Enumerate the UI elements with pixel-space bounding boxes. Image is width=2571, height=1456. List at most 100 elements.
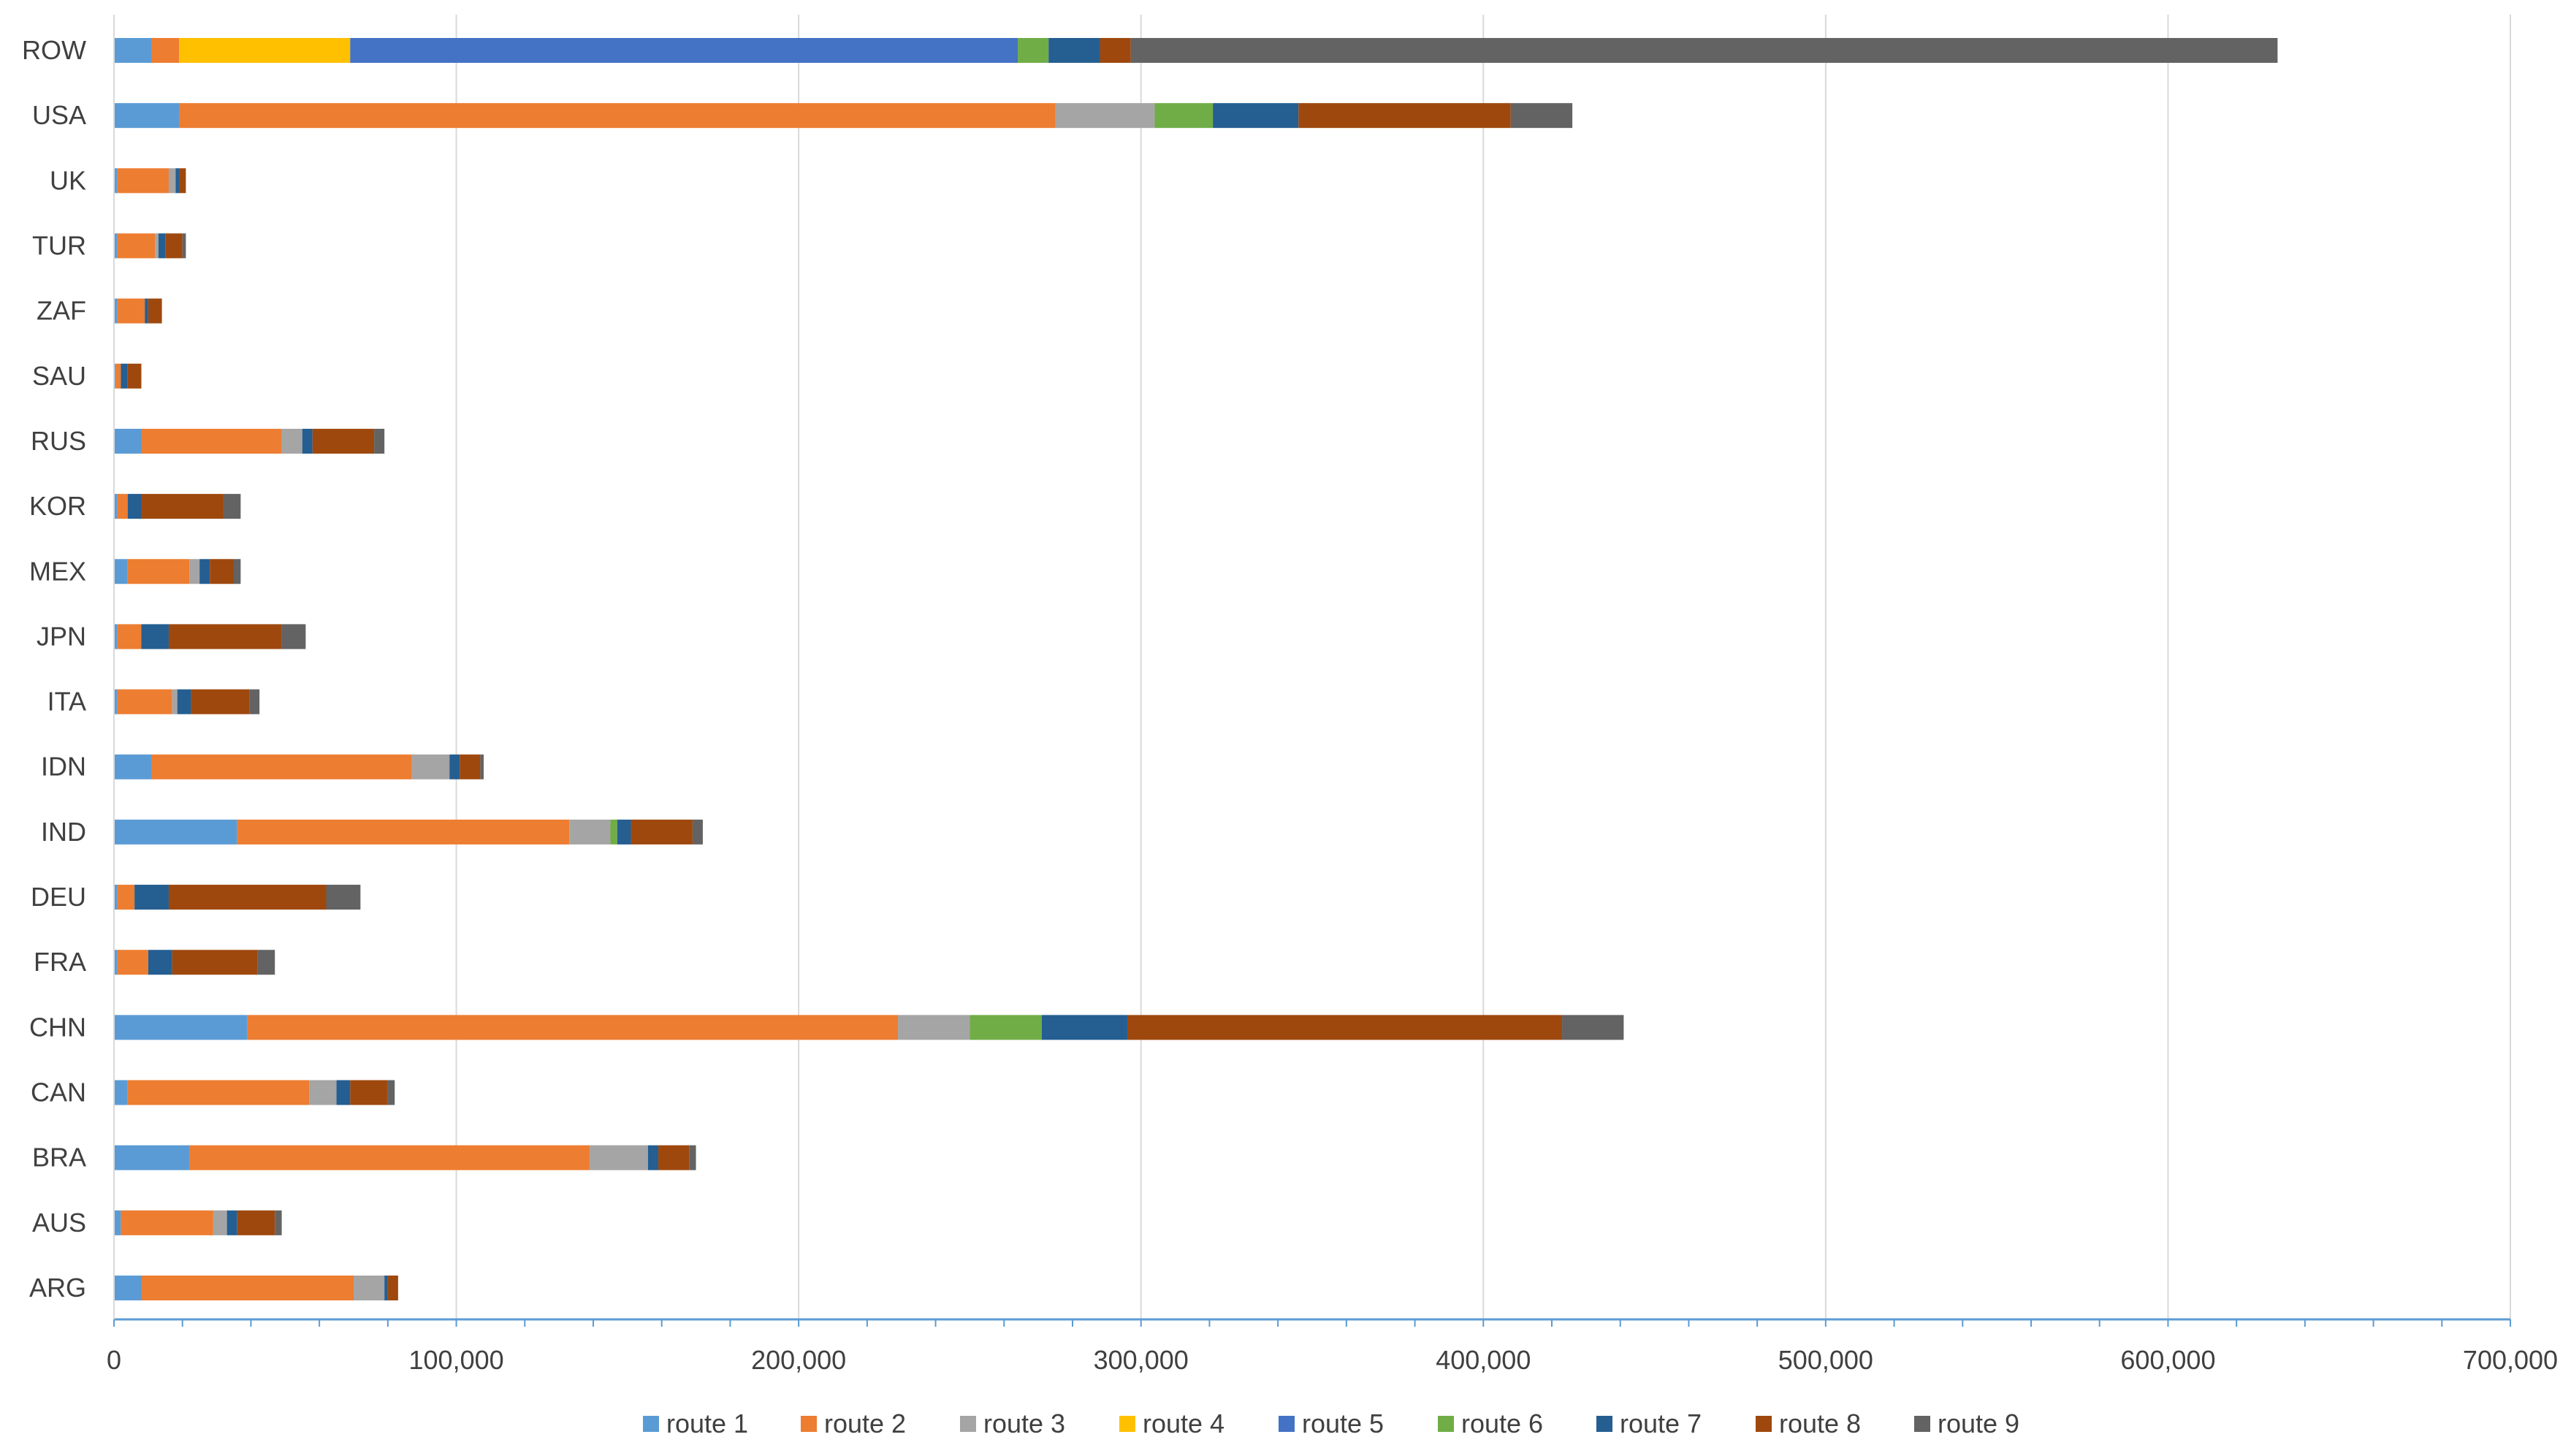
legend-swatch [801, 1416, 817, 1432]
bar-segment [354, 1276, 385, 1300]
bar-segment [117, 168, 169, 194]
bar-segment [117, 689, 172, 714]
category-label: IDN [41, 752, 86, 782]
bar-segment [148, 298, 162, 324]
bar-segment [114, 38, 152, 63]
bar-segment [114, 494, 118, 519]
x-tick-label: 200,000 [751, 1345, 846, 1375]
bar-segment [117, 494, 128, 519]
bar-segment [155, 233, 159, 259]
bar-segment [189, 559, 200, 584]
bar-segment [115, 363, 121, 389]
bar-segment [374, 428, 385, 454]
legend-label: route 1 [666, 1409, 748, 1438]
bar-segment [141, 1276, 354, 1300]
bar-segment [127, 494, 142, 519]
category-label: DEU [31, 882, 86, 912]
bar-segment [114, 103, 180, 129]
bar-segment [689, 1145, 696, 1170]
legend-label: route 6 [1461, 1409, 1543, 1438]
bar-segment [237, 1210, 275, 1235]
legend-swatch [1119, 1416, 1135, 1432]
bar-segment [1018, 38, 1049, 63]
bar-segment [117, 624, 142, 649]
bar-segment [114, 559, 128, 584]
bar-segment [326, 885, 361, 910]
bar-segment [1100, 38, 1131, 63]
bar-segment [647, 1145, 659, 1170]
category-label: CAN [31, 1078, 86, 1108]
bar-segment [191, 689, 250, 714]
bar-segment [692, 819, 703, 845]
bar-segment [182, 233, 186, 259]
bar-segment [480, 754, 484, 780]
bar-segment [199, 559, 210, 584]
category-label: ZAF [37, 296, 86, 326]
bar-segment [569, 819, 611, 845]
bar-segment [350, 1080, 388, 1105]
bar-segment [237, 819, 570, 845]
legend-swatch [1914, 1416, 1930, 1432]
category-label: RUS [31, 426, 86, 456]
bar-segment [281, 624, 306, 649]
bar-segment [141, 624, 169, 649]
bar-segment [172, 689, 178, 714]
category-label: UK [50, 165, 86, 195]
bar-segment [281, 428, 302, 454]
legend-label: route 5 [1302, 1409, 1384, 1438]
bar-segment [658, 1145, 690, 1170]
bar-segment [151, 754, 412, 780]
legend: route 1 route 2 route 3 route 4 route 5 route… [643, 1409, 2019, 1438]
bar-segment [114, 885, 118, 910]
bar-segment [449, 754, 460, 780]
bar-segment [179, 38, 351, 63]
bar-segment [117, 298, 145, 324]
category-label: KOR [29, 491, 86, 521]
bar-segment [1213, 103, 1299, 129]
bar-segment [275, 1210, 282, 1235]
bar-segment [114, 1276, 142, 1300]
bar-segment [172, 950, 258, 975]
bar-segment [127, 559, 190, 584]
bar-segment [168, 885, 327, 910]
legend-swatch [1756, 1416, 1772, 1432]
bar-segment [168, 624, 282, 649]
bar-segment [249, 689, 260, 714]
bar-segment [189, 1145, 590, 1170]
bar-segment [350, 38, 1018, 63]
bar-segment [898, 1015, 970, 1040]
bar-segment [223, 494, 241, 519]
x-tick-label: 400,000 [1436, 1345, 1531, 1375]
legend-label: route 8 [1779, 1409, 1861, 1438]
bar-segment [1055, 103, 1155, 129]
bar-segment [114, 819, 237, 845]
legend-swatch [1596, 1416, 1612, 1432]
legend-label: route 9 [1938, 1409, 2019, 1438]
bar-segment [148, 950, 172, 975]
bar-segment [114, 1080, 128, 1105]
legend-swatch [643, 1416, 659, 1432]
bar-segment [970, 1015, 1042, 1040]
bar-segment [114, 233, 118, 259]
bar-segment [1048, 38, 1100, 63]
bar-segment [127, 363, 142, 389]
bar-segment [312, 428, 375, 454]
bar-segment [114, 950, 118, 975]
category-label: ARG [29, 1273, 86, 1303]
x-tick-label: 300,000 [1094, 1345, 1189, 1375]
bar-segment [165, 233, 183, 259]
bar-segment [179, 103, 1056, 129]
bar-segment [336, 1080, 351, 1105]
bar-segment [302, 428, 313, 454]
bar-segment [114, 363, 116, 389]
bar-segment [234, 559, 241, 584]
bar-segment [617, 819, 631, 845]
legend-label: route 7 [1620, 1409, 1702, 1438]
category-label: SAU [32, 361, 86, 391]
legend-swatch [960, 1416, 976, 1432]
bar-segment [610, 819, 617, 845]
bar-segment [114, 298, 118, 324]
legend-label: route 3 [983, 1409, 1065, 1438]
bar-segment [309, 1080, 337, 1105]
bar-segment [158, 233, 166, 259]
